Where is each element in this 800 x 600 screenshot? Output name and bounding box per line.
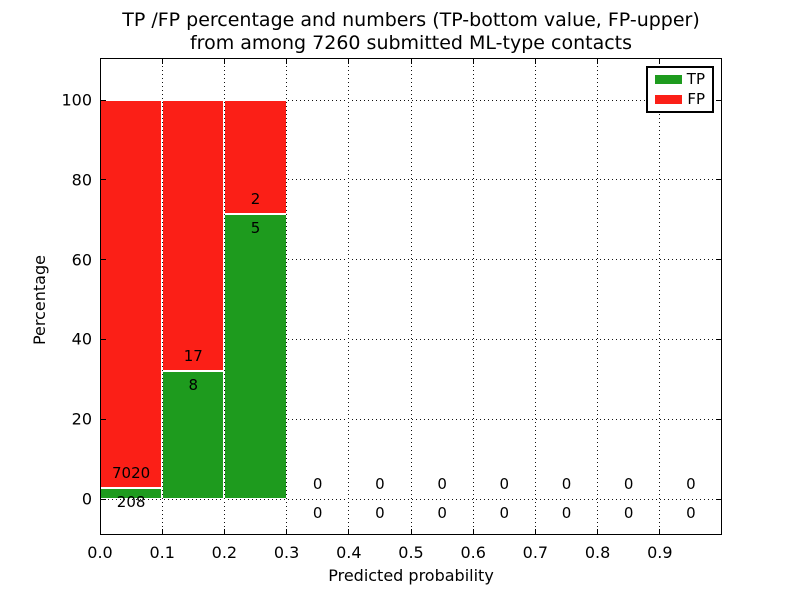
bar-label-tp: 5 <box>250 219 261 237</box>
y-tick-left <box>101 338 106 340</box>
bar-label-fp: 0 <box>686 475 696 493</box>
x-tick-bottom <box>597 529 599 534</box>
bar-label-tp: 0 <box>499 504 510 522</box>
y-tick-right <box>716 259 721 261</box>
bar-label-tp: 208 <box>116 492 146 511</box>
x-tick-bottom <box>99 529 101 534</box>
chart-title-line1: TP /FP percentage and numbers (TP-bottom… <box>122 9 700 31</box>
bar-label-fp: 2 <box>250 190 261 208</box>
x-tick-top <box>410 59 412 64</box>
legend-label-tp: TP <box>686 70 705 89</box>
x-tick-bottom <box>161 529 163 534</box>
y-tick-left <box>101 99 106 101</box>
tp-color-swatch <box>655 75 682 85</box>
x-tick-bottom <box>348 529 350 534</box>
x-tick-top <box>223 59 225 64</box>
x-tick-top <box>348 59 350 64</box>
chart-title: TP /FP percentage and numbers (TP-bottom… <box>100 9 722 55</box>
y-tick-right <box>716 498 721 500</box>
y-tick-label: 60 <box>71 250 92 270</box>
bar-segment-fp <box>100 100 163 488</box>
v-gridline <box>472 58 474 535</box>
x-tick-bottom <box>534 529 536 534</box>
y-tick-label: 80 <box>71 170 92 190</box>
bar-label-fp: 0 <box>499 475 510 493</box>
bar-label-fp: 0 <box>375 475 385 493</box>
bar-label-fp: 7020 <box>112 463 151 482</box>
x-tick-label: 0.1 <box>149 543 175 562</box>
bar-label-fp: 0 <box>312 475 323 493</box>
bar-label-fp: 17 <box>183 347 203 366</box>
x-tick-label: 0.9 <box>647 543 673 562</box>
x-tick-top <box>534 59 536 64</box>
x-axis-label: Predicted probability <box>328 566 494 585</box>
y-tick-left <box>101 179 106 181</box>
y-tick-left <box>101 498 106 500</box>
y-tick-right <box>716 418 721 420</box>
x-tick-top <box>472 59 474 64</box>
x-tick-label: 0.4 <box>336 543 362 562</box>
x-tick-label: 0.3 <box>273 543 300 562</box>
y-tick-right <box>716 338 721 340</box>
legend-label-fp: FP <box>687 89 705 108</box>
x-tick-bottom <box>472 529 474 534</box>
v-gridline <box>597 58 599 535</box>
bar-label-fp: 0 <box>561 475 572 493</box>
y-tick-label: 0 <box>81 489 92 509</box>
bar-segment-tp <box>162 371 225 499</box>
bar-label-tp: 0 <box>312 504 323 522</box>
legend-entry-tp: TP <box>655 72 705 87</box>
legend-entry-fp: FP <box>655 89 705 108</box>
v-gridline <box>534 58 536 535</box>
y-tick-right <box>716 99 721 101</box>
y-tick-left <box>101 259 106 261</box>
x-tick-label: 0.8 <box>584 543 611 562</box>
bar-label-tp: 0 <box>561 504 572 522</box>
y-tick-right <box>716 179 721 181</box>
fp-color-swatch <box>655 94 682 104</box>
x-tick-bottom <box>286 529 288 534</box>
x-tick-top <box>99 59 101 64</box>
x-tick-top <box>161 59 163 64</box>
v-gridline <box>348 58 350 535</box>
v-gridline <box>223 58 225 535</box>
bar-segment-fp <box>162 100 225 372</box>
v-gridline <box>659 58 661 535</box>
x-tick-label: 0.6 <box>460 543 486 562</box>
x-tick-top <box>659 59 661 64</box>
y-tick-label: 20 <box>71 409 92 429</box>
bar-label-tp: 0 <box>623 504 634 522</box>
legend: TP FP <box>646 66 714 113</box>
x-tick-top <box>597 59 599 64</box>
x-tick-label: 0.0 <box>87 543 113 562</box>
y-tick-left <box>101 418 106 420</box>
x-tick-bottom <box>410 529 412 534</box>
bar-label-tp: 0 <box>375 504 385 522</box>
chart-title-line2: from among 7260 submitted ML-type contac… <box>189 32 633 54</box>
x-tick-bottom <box>659 529 661 534</box>
y-tick-label: 40 <box>71 329 92 349</box>
bar-label-fp: 0 <box>437 475 447 493</box>
x-tick-top <box>286 59 288 64</box>
y-tick-label: 100 <box>61 90 92 110</box>
v-gridline <box>286 58 288 535</box>
bar-label-fp: 0 <box>623 475 634 493</box>
bar-segment-tp <box>224 214 287 499</box>
bar-label-tp: 8 <box>188 376 199 395</box>
bar-label-tp: 0 <box>437 504 447 522</box>
bar-label-tp: 0 <box>686 504 696 522</box>
x-tick-label: 0.5 <box>398 543 424 562</box>
x-tick-label: 0.7 <box>522 543 549 562</box>
y-axis-label: Percentage <box>30 255 49 346</box>
bar-segment-fp <box>224 100 287 214</box>
x-tick-label: 0.2 <box>211 543 238 562</box>
v-gridline <box>161 58 163 535</box>
plot-frame <box>100 58 722 535</box>
x-tick-bottom <box>223 529 225 534</box>
v-gridline <box>410 58 412 535</box>
